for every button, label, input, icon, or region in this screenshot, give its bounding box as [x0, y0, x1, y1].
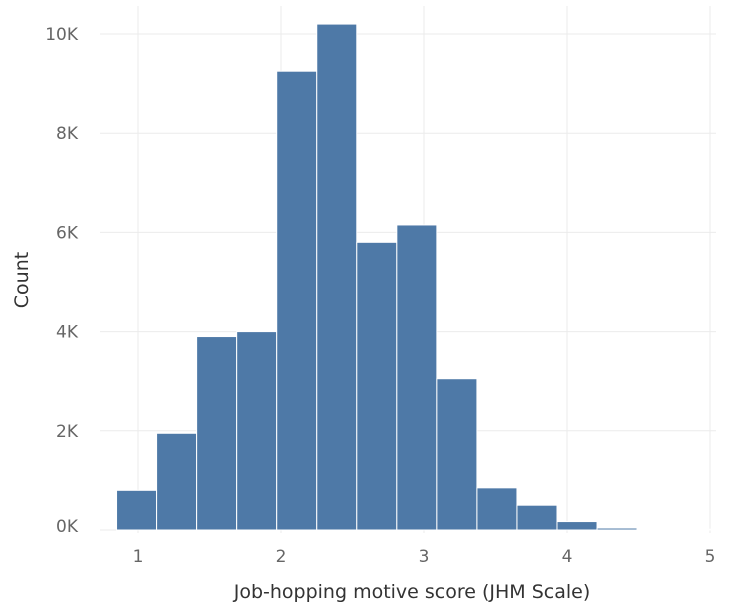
histogram-bar — [356, 241, 398, 531]
y-tick-label: 0K — [56, 517, 79, 537]
histogram-bar — [596, 527, 638, 531]
x-tick-label: 4 — [562, 547, 573, 567]
histogram-bar — [396, 224, 438, 531]
y-tick-labels: 0K 2K 4K 6K 8K 10K — [45, 25, 79, 537]
histogram-bar — [156, 432, 198, 531]
x-axis-title: Job-hopping motive score (JHM Scale) — [233, 581, 591, 603]
histogram-bar — [196, 336, 238, 531]
histogram-bar — [116, 489, 158, 531]
histogram-bar — [636, 528, 678, 531]
histogram-bar — [276, 70, 318, 531]
histogram-bar — [556, 521, 598, 531]
histogram-bar — [436, 378, 478, 531]
y-tick-label: 4K — [56, 323, 79, 343]
y-tick-label: 2K — [56, 422, 79, 442]
histogram-bar — [676, 528, 718, 531]
x-tick-label: 3 — [419, 547, 430, 567]
y-tick-label: 6K — [56, 223, 79, 243]
y-tick-label: 10K — [45, 25, 79, 45]
x-tick-label: 1 — [133, 547, 144, 567]
y-axis-title: Count — [11, 252, 33, 308]
x-tick-label: 2 — [276, 547, 287, 567]
bar-layer — [116, 23, 718, 531]
histogram-bar — [476, 487, 518, 531]
x-tick-labels: 1 2 3 4 5 — [133, 547, 716, 567]
histogram-bar — [316, 23, 358, 531]
histogram-bar — [516, 504, 558, 531]
x-tick-label: 5 — [705, 547, 716, 567]
y-tick-label: 8K — [56, 124, 79, 144]
histogram-bar — [236, 331, 278, 531]
